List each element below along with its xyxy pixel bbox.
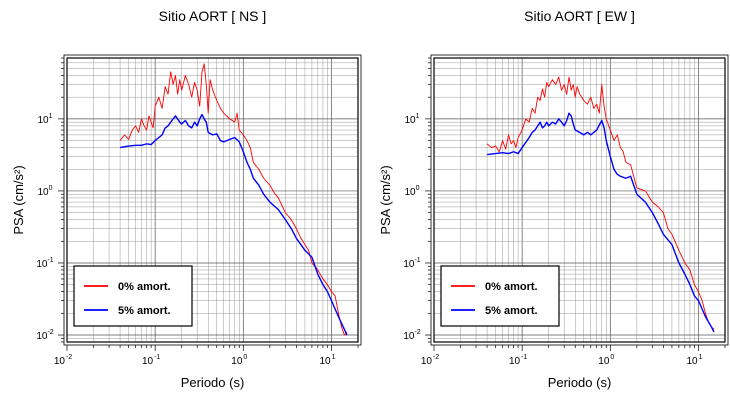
legend-entry: 5% amort. bbox=[485, 305, 538, 317]
x-axis-label: Periodo (s) bbox=[548, 375, 612, 390]
legend-entry: 0% amort. bbox=[485, 281, 538, 293]
series-line-blue bbox=[486, 112, 715, 333]
x-tick-label: 101 bbox=[686, 354, 702, 367]
plot-frame-outer bbox=[63, 54, 362, 346]
series-line-red bbox=[486, 76, 715, 330]
chart-panel-ns: Sitio AORT [ NS ] 10-2 10-1 100 101 10-2 10-1 1… bbox=[11, 8, 362, 390]
legend: 0% amort. 5% amort. bbox=[73, 265, 193, 327]
x-tick-label: 100 bbox=[598, 354, 614, 367]
x-tick-label: 100 bbox=[231, 354, 247, 367]
x-tick-label: 101 bbox=[319, 354, 335, 367]
y-tick-label: 10-1 bbox=[36, 257, 53, 270]
y-tick-label: 100 bbox=[37, 185, 52, 198]
y-tick-label: 10-2 bbox=[36, 329, 53, 342]
legend-entry: 0% amort. bbox=[118, 281, 171, 293]
series-line-blue bbox=[119, 113, 348, 336]
plot-frame bbox=[433, 57, 726, 343]
axis-ticks bbox=[58, 57, 359, 351]
y-tick-label: 101 bbox=[404, 113, 419, 126]
y-axis-label: PSA (cm/s²) bbox=[378, 165, 393, 234]
chart-title: Sitio AORT [ NS ] bbox=[159, 8, 267, 24]
legend-box bbox=[73, 265, 193, 327]
axis-ticks bbox=[425, 57, 726, 351]
y-tick-label: 100 bbox=[404, 185, 419, 198]
legend-box bbox=[440, 265, 560, 327]
y-tick-label: 10-1 bbox=[403, 257, 420, 270]
legend-entry: 5% amort. bbox=[118, 305, 171, 317]
legend: 0% amort. 5% amort. bbox=[440, 265, 560, 327]
x-tick-label: 10-1 bbox=[142, 354, 160, 367]
x-tick-label: 10-2 bbox=[421, 354, 439, 367]
x-tick-label: 10-1 bbox=[509, 354, 527, 367]
chart-panel-ew: Sitio AORT [ EW ] 10-2 10-1 100 101 10-2 10-1 1… bbox=[378, 8, 729, 390]
y-tick-label: 10-2 bbox=[403, 329, 420, 342]
y-axis-label: PSA (cm/s²) bbox=[11, 165, 26, 234]
x-tick-label: 10-2 bbox=[54, 354, 72, 367]
y-tick-label: 101 bbox=[37, 113, 52, 126]
series-line-red bbox=[119, 63, 348, 336]
x-axis-label: Periodo (s) bbox=[181, 375, 245, 390]
plot-frame-outer bbox=[430, 54, 729, 346]
plot-frame bbox=[66, 57, 359, 343]
chart-title: Sitio AORT [ EW ] bbox=[524, 8, 635, 24]
